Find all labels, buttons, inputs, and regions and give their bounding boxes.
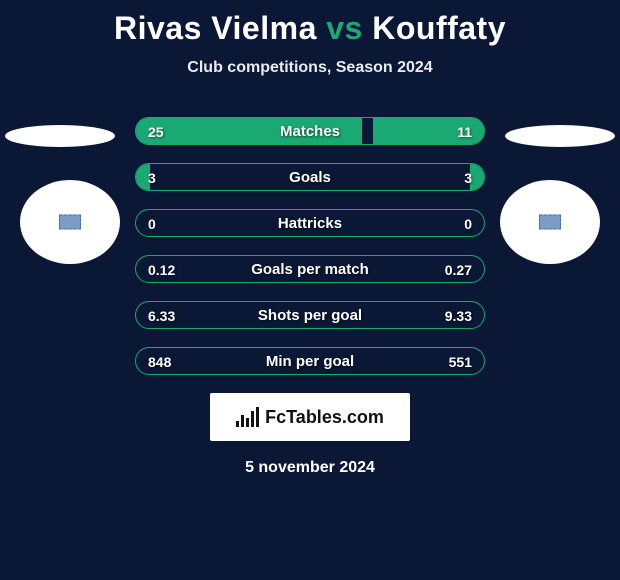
stat-row: 0Hattricks0 <box>135 209 485 237</box>
flag-icon <box>59 215 81 230</box>
player2-badge <box>500 180 600 264</box>
page-title: Rivas Vielma vs Kouffaty <box>0 0 620 47</box>
title-player1: Rivas Vielma <box>114 10 317 46</box>
stat-value-right: 0 <box>464 210 472 237</box>
stat-value-right: 11 <box>457 118 472 145</box>
title-player2: Kouffaty <box>372 10 506 46</box>
title-vs: vs <box>326 10 363 46</box>
bars-icon <box>236 407 259 427</box>
source-logo: FcTables.com <box>210 393 410 441</box>
player1-badge <box>20 180 120 264</box>
stat-value-right: 551 <box>449 348 472 375</box>
stat-label: Goals <box>136 164 484 191</box>
stat-row: 6.33Shots per goal9.33 <box>135 301 485 329</box>
stat-label: Matches <box>136 118 484 145</box>
stats-chart: 25Matches11 3Goals3 0Hattricks0 0.12Goals p… <box>135 117 485 375</box>
player2-oval <box>505 125 615 147</box>
logo-text: FcTables.com <box>265 407 384 428</box>
stat-label: Min per goal <box>136 348 484 375</box>
stat-label: Shots per goal <box>136 302 484 329</box>
stat-row: 848Min per goal551 <box>135 347 485 375</box>
stat-row: 0.12Goals per match0.27 <box>135 255 485 283</box>
stat-value-right: 9.33 <box>445 302 472 329</box>
stat-value-right: 0.27 <box>445 256 472 283</box>
stat-row: 3Goals3 <box>135 163 485 191</box>
stat-value-right: 3 <box>464 164 472 191</box>
stat-label: Goals per match <box>136 256 484 283</box>
subtitle: Club competitions, Season 2024 <box>0 59 620 77</box>
stat-row: 25Matches11 <box>135 117 485 145</box>
flag-icon <box>539 215 561 230</box>
player1-oval <box>5 125 115 147</box>
stat-label: Hattricks <box>136 210 484 237</box>
date-label: 5 november 2024 <box>0 459 620 477</box>
